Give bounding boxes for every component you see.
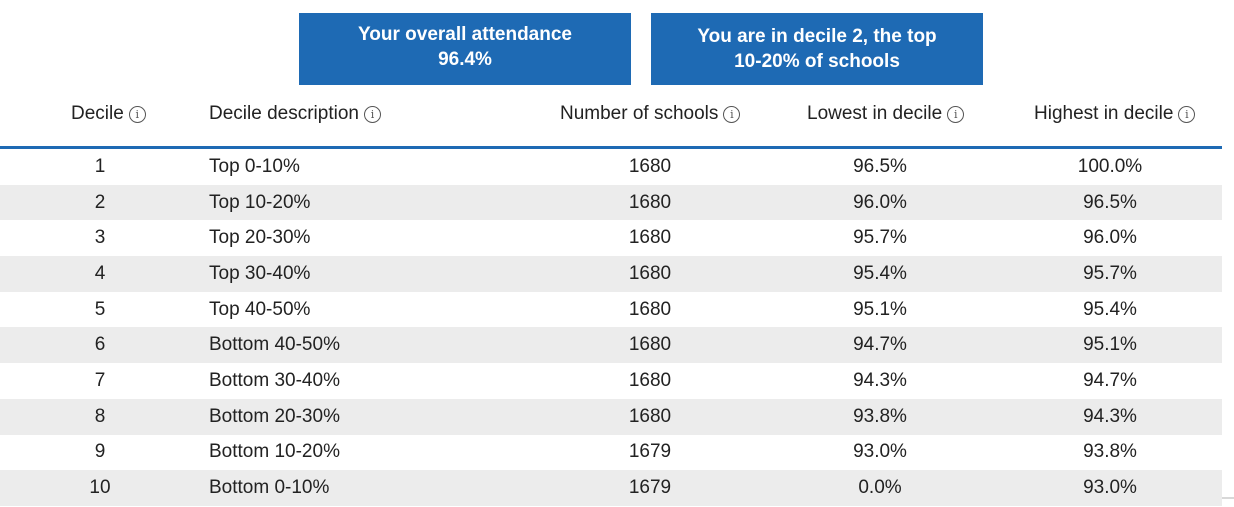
table-edge-mark [1222,497,1234,499]
schools-cell: 1680 [628,405,672,427]
overall-attendance-box: Your overall attendance 96.4% [299,13,631,85]
decile-cell: 8 [94,405,106,427]
description-cell: Top 20-30% [209,227,311,249]
info-icon[interactable]: i [1178,105,1196,123]
lowest-cell: 0.0% [858,477,902,499]
header-decile-label: Decile [71,103,124,124]
highest-cell: 93.0% [1083,477,1137,499]
lowest-cell: 94.7% [853,334,907,356]
decile-cell: 1 [94,155,106,177]
header-description: Decile description i [209,96,381,132]
decile-cell: 7 [94,369,106,391]
lowest-cell: 94.3% [853,369,907,391]
table-row: 8 Bottom 20-30% 1680 93.8% 94.3% [0,398,1222,435]
highest-cell: 95.4% [1083,298,1137,320]
table-row: 2 Top 10-20% 1680 96.0% 96.5% [0,184,1222,221]
table-row: 7 Bottom 30-40% 1680 94.3% 94.7% [0,363,1222,399]
header-schools-label: Number of schools [560,103,719,124]
highest-cell: 94.3% [1083,405,1137,427]
info-icon[interactable]: i [363,105,381,123]
decile-cell: 6 [94,334,106,356]
highest-cell: 100.0% [1077,155,1143,177]
table-row: 4 Top 30-40% 1680 95.4% 95.7% [0,256,1222,292]
info-icon[interactable]: i [128,105,146,123]
attendance-value: 96.4% [438,49,492,70]
header-highest-label: Highest in decile [1034,103,1174,124]
decile-summary-box: You are in decile 2, the top 10-20% of s… [651,13,983,85]
highest-cell: 93.8% [1083,441,1137,463]
schools-cell: 1679 [628,477,672,499]
lowest-cell: 95.4% [853,262,907,284]
lowest-cell: 95.1% [853,298,907,320]
header-description-label: Decile description [209,103,359,124]
info-icon[interactable]: i [723,105,741,123]
table-header: Decile i Decile description i Number of … [0,96,1222,148]
description-cell: Bottom 30-40% [209,369,340,391]
schools-cell: 1680 [628,334,672,356]
schools-cell: 1680 [628,262,672,284]
table-row: 3 Top 20-30% 1680 95.7% 96.0% [0,220,1222,256]
schools-cell: 1680 [628,155,672,177]
description-cell: Bottom 20-30% [209,405,340,427]
decile-table: Decile i Decile description i Number of … [0,96,1222,148]
attendance-label: Your overall attendance [358,24,572,45]
table-row: 10 Bottom 0-10% 1679 0.0% 93.0% [0,470,1222,506]
schools-cell: 1680 [628,227,672,249]
decile-cell: 5 [94,298,106,320]
header-divider [0,146,1222,149]
table-body: 1 Top 0-10% 1680 96.5% 100.0% 2 Top 10-2… [0,149,1222,506]
header-lowest-label: Lowest in decile [807,103,943,124]
highest-cell: 95.1% [1083,334,1137,356]
description-cell: Top 40-50% [209,298,311,320]
description-cell: Top 0-10% [209,155,300,177]
table-row: 1 Top 0-10% 1680 96.5% 100.0% [0,149,1222,185]
lowest-cell: 96.0% [853,191,907,213]
header-lowest: Lowest in decile i [807,96,965,132]
highest-cell: 96.0% [1083,227,1137,249]
description-cell: Top 10-20% [209,191,311,213]
table-row: 9 Bottom 10-20% 1679 93.0% 93.8% [0,435,1222,471]
schools-cell: 1680 [628,191,672,213]
description-cell: Bottom 40-50% [209,334,340,356]
lowest-cell: 93.8% [853,405,907,427]
lowest-cell: 95.7% [853,227,907,249]
schools-cell: 1680 [628,298,672,320]
table-row: 5 Top 40-50% 1680 95.1% 95.4% [0,292,1222,328]
description-cell: Bottom 10-20% [209,441,340,463]
table-row: 6 Bottom 40-50% 1680 94.7% 95.1% [0,327,1222,364]
lowest-cell: 93.0% [853,441,907,463]
decile-cell: 10 [89,477,111,499]
highest-cell: 95.7% [1083,262,1137,284]
info-icon[interactable]: i [947,105,965,123]
decile-cell: 2 [94,191,106,213]
header-decile: Decile i [71,96,146,132]
decile-cell: 4 [94,262,106,284]
decile-cell: 9 [94,441,106,463]
schools-cell: 1680 [628,369,672,391]
decile-summary-line1: You are in decile 2, the top [697,26,937,47]
description-cell: Top 30-40% [209,262,311,284]
schools-cell: 1679 [628,441,672,463]
decile-summary-line2: 10-20% of schools [734,51,900,72]
header-schools: Number of schools i [560,96,741,132]
header-highest: Highest in decile i [1034,96,1196,132]
description-cell: Bottom 0-10% [209,477,330,499]
highest-cell: 94.7% [1083,369,1137,391]
decile-cell: 3 [94,227,106,249]
lowest-cell: 96.5% [853,155,907,177]
highest-cell: 96.5% [1083,191,1137,213]
